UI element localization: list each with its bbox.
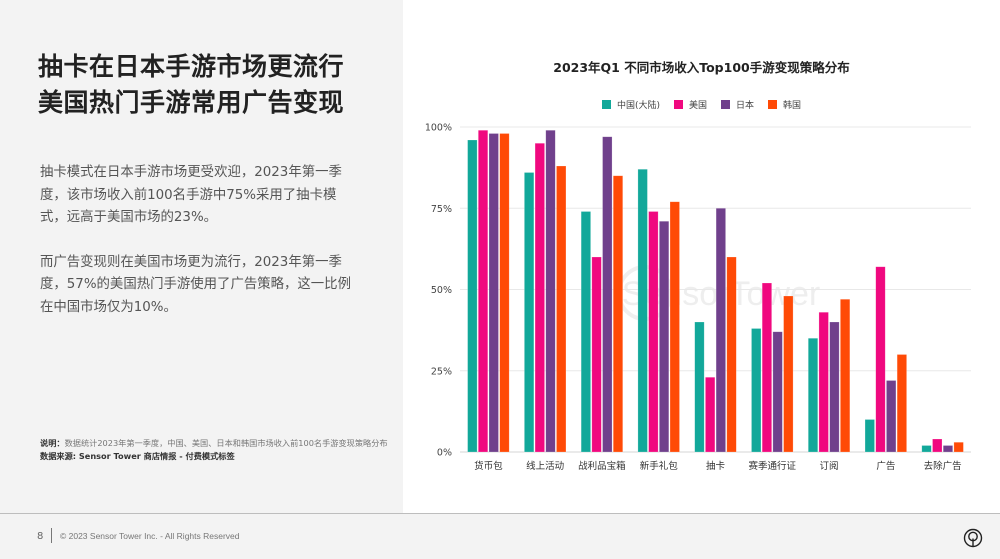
bar	[875, 266, 886, 453]
legend-item: 日本	[721, 98, 754, 111]
bar	[659, 220, 670, 453]
bar	[715, 207, 726, 453]
legend-label: 美国	[688, 101, 707, 111]
bar-chart: SensorTower0%25%50%75%100%货币包线上活动战利品宝箱新手…	[425, 123, 971, 472]
chart-legend: 中国(大陆) 美国 日本 韩国	[403, 98, 1000, 111]
bar	[864, 419, 875, 453]
legend-label: 日本	[736, 101, 755, 111]
bar	[612, 175, 624, 453]
legend-swatch	[673, 100, 683, 109]
y-tick-label: 75%	[431, 204, 452, 215]
bar	[591, 256, 602, 453]
headline-line-1: 抽卡在日本手游市场更流行	[38, 52, 345, 81]
headline-line-2: 美国热门手游常用广告变现	[38, 88, 345, 117]
page-number: 8	[37, 531, 44, 542]
note-text: 数据统计2023年第一季度，中国、美国、日本和韩国市场收入前100名手游变现策略…	[64, 438, 388, 448]
bar	[783, 295, 794, 453]
bar	[953, 441, 964, 453]
chart-title: 2023年Q1 不同市场收入Top100手游变现策略分布	[553, 60, 850, 75]
bar	[467, 139, 478, 453]
bar	[580, 211, 591, 453]
bar	[886, 380, 897, 453]
bar	[556, 165, 567, 453]
x-tick-label: 去除广告	[924, 460, 962, 472]
bar	[726, 256, 737, 453]
body-paragraph-1: 抽卡模式在日本手游市场更受欢迎，2023年第一季度，该市场收入前100名手游中7…	[40, 165, 342, 225]
footer-divider	[51, 528, 52, 543]
bar	[488, 133, 499, 453]
x-tick-label: 战利品宝箱	[578, 460, 626, 472]
bar	[829, 321, 840, 453]
bar	[761, 282, 772, 453]
bar	[705, 376, 716, 453]
bar	[637, 168, 648, 453]
bar	[534, 142, 545, 453]
legend-swatch	[601, 100, 611, 109]
x-tick-label: 赛季通行证	[749, 460, 797, 472]
bar	[896, 354, 907, 453]
bar	[602, 136, 613, 453]
legend-swatch	[721, 100, 730, 109]
x-tick-label: 货币包	[474, 460, 503, 472]
body-paragraph-2: 而广告变现则在美国市场更为流行，2023年第一季度，57%的美国热门手游使用了广…	[40, 254, 351, 315]
legend-swatch	[768, 100, 778, 109]
bar	[807, 337, 819, 453]
x-tick-label: 广告	[876, 460, 895, 472]
bar	[524, 172, 535, 453]
y-tick-label: 0%	[437, 448, 452, 459]
bar	[772, 331, 783, 453]
bar	[499, 133, 510, 453]
bar	[818, 311, 829, 453]
footer: 8 © 2023 Sensor Tower Inc. - All Rights …	[0, 513, 1000, 559]
y-tick-label: 25%	[431, 366, 452, 377]
bar	[840, 298, 851, 453]
legend-item: 美国	[673, 98, 707, 111]
bar	[921, 445, 932, 453]
legend-label: 韩国	[783, 101, 802, 111]
x-tick-label: 抽卡	[706, 460, 726, 472]
copyright-text: © 2023 Sensor Tower Inc. - All Rights Re…	[60, 531, 240, 541]
legend-item: 中国(大陆)	[601, 98, 660, 111]
bar	[751, 328, 762, 453]
legend-item: 韩国	[768, 98, 801, 111]
data-source: 数据来源: Sensor Tower 商店情报 - 付费模式标签	[40, 451, 235, 461]
sensor-tower-logo-icon	[963, 528, 983, 548]
bar	[545, 129, 556, 453]
bar	[648, 211, 659, 453]
x-tick-label: 线上活动	[526, 460, 564, 472]
left-panel: 抽卡在日本手游市场更流行 美国热门手游常用广告变现 抽卡模式在日本手游市场更受欢…	[0, 0, 403, 558]
bar	[942, 445, 954, 453]
bar	[932, 438, 943, 453]
bar	[477, 129, 489, 453]
y-tick-label: 100%	[425, 123, 452, 134]
y-tick-label: 50%	[431, 285, 452, 296]
bar	[669, 201, 680, 453]
legend-label: 中国(大陆)	[616, 101, 660, 111]
chart-note: 说明：数据统计2023年第一季度，中国、美国、日本和韩国市场收入前100名手游变…	[40, 437, 388, 463]
note-label: 说明：	[40, 438, 65, 448]
headline: 抽卡在日本手游市场更流行 美国热门手游常用广告变现	[38, 49, 398, 121]
x-tick-label: 新手礼包	[640, 460, 679, 472]
body-text: 抽卡模式在日本手游市场更受欢迎，2023年第一季度，该市场收入前100名手游中7…	[40, 162, 360, 341]
bar	[694, 321, 705, 453]
x-tick-label: 订阅	[820, 460, 839, 472]
